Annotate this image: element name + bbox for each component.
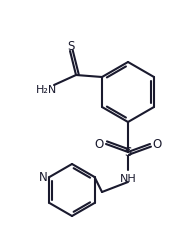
Text: N: N (39, 171, 48, 184)
Text: O: O (152, 138, 162, 151)
Text: NH: NH (120, 173, 136, 183)
Text: S: S (124, 146, 132, 159)
Text: S: S (67, 40, 75, 53)
Text: O: O (94, 138, 104, 151)
Text: H₂N: H₂N (35, 85, 57, 94)
